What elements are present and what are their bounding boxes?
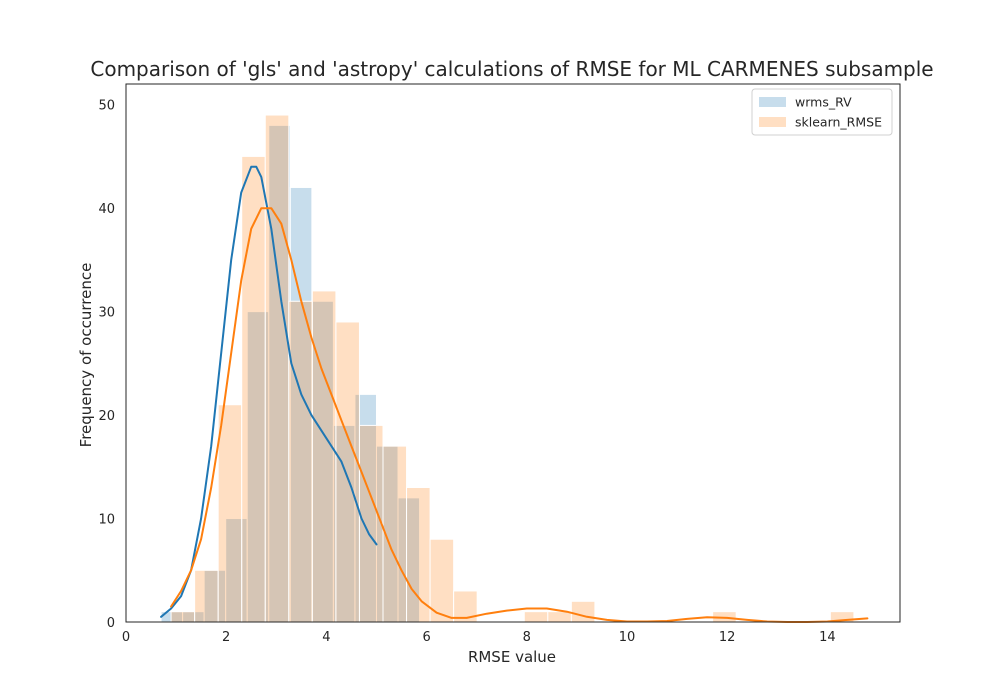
- x-tick-label: 0: [122, 630, 130, 645]
- histogram-bar-sklearn_RMSE: [523, 611, 549, 623]
- legend-label-wrms_RV: wrms_RV: [795, 95, 852, 110]
- legend-swatch-sklearn_RMSE: [759, 117, 786, 127]
- legend-swatch-wrms_RV: [759, 97, 786, 107]
- histogram-bar-sklearn_RMSE: [264, 114, 290, 623]
- legend-box: [751, 88, 893, 136]
- histogram-bar-sklearn_RMSE: [570, 600, 596, 623]
- series-sklearn_RMSE-bars: [170, 114, 855, 623]
- histogram-bar-sklearn_RMSE: [335, 321, 360, 623]
- y-tick-label: 0: [107, 616, 115, 631]
- x-tick-label: 6: [422, 630, 430, 645]
- x-tick-label: 12: [719, 630, 736, 645]
- plot-area: 0 2 4 6 8 10 12 14 0 10 20 30 40 50: [98, 83, 901, 645]
- y-axis-label: Frequency of occurrence: [77, 263, 95, 448]
- histogram-bar-sklearn_RMSE: [406, 487, 431, 623]
- plot-frame: [125, 83, 901, 623]
- x-tick-label: 10: [619, 630, 636, 645]
- histogram-bar-sklearn_RMSE: [217, 404, 243, 623]
- y-tick-label: 30: [98, 306, 115, 321]
- y-tick-label: 10: [98, 513, 115, 528]
- legend: wrms_RV sklearn_RMSE: [751, 88, 893, 136]
- x-tick-label: 8: [523, 630, 531, 645]
- y-tick-label: 20: [98, 409, 115, 424]
- histogram-bar-sklearn_RMSE: [288, 300, 313, 623]
- legend-label-sklearn_RMSE: sklearn_RMSE: [795, 115, 882, 130]
- y-tick-label: 40: [98, 202, 115, 217]
- kde-line-wrms_RV: [160, 165, 378, 618]
- histogram-bar-sklearn_RMSE: [170, 611, 196, 623]
- histogram-bar-sklearn_RMSE: [311, 290, 337, 623]
- x-tick-label: 14: [819, 630, 836, 645]
- x-axis-label: RMSE value: [468, 648, 556, 666]
- histogram-bar-sklearn_RMSE: [547, 611, 572, 623]
- histogram-bar-sklearn_RMSE: [194, 569, 219, 623]
- kde-line-sklearn_RMSE: [170, 207, 869, 623]
- x-tick-label: 2: [222, 630, 230, 645]
- chart-title: Comparison of 'gls' and 'astropy' calcul…: [90, 57, 933, 81]
- y-tick-label: 50: [98, 99, 115, 114]
- x-tick-label: 4: [322, 630, 330, 645]
